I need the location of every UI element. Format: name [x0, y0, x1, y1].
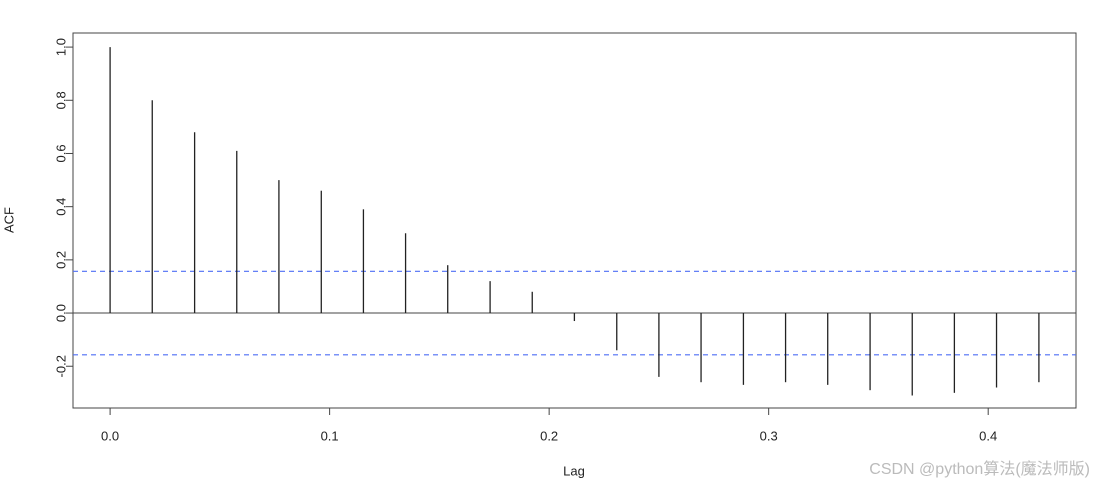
- y-tick-label: 0.2: [53, 251, 68, 269]
- y-tick-label: 0.0: [53, 304, 68, 322]
- plot-frame: [72, 32, 1077, 409]
- y-tick-label: -0.2: [53, 355, 68, 377]
- x-tick-label: 0.1: [321, 428, 339, 443]
- y-axis-label: ACF: [1, 207, 16, 233]
- y-tick-label: 0.4: [53, 198, 68, 216]
- y-tick-label: 1.0: [53, 38, 68, 56]
- x-tick-label: 0.3: [760, 428, 778, 443]
- x-tick-label: 0.4: [979, 428, 997, 443]
- watermark: CSDN @python算法(魔法师版): [869, 459, 1090, 478]
- x-axis-label: Lag: [563, 463, 585, 478]
- y-tick-label: 0.6: [53, 144, 68, 162]
- y-tick-label: 0.8: [53, 91, 68, 109]
- x-tick-label: 0.2: [540, 428, 558, 443]
- x-tick-label: 0.0: [101, 428, 119, 443]
